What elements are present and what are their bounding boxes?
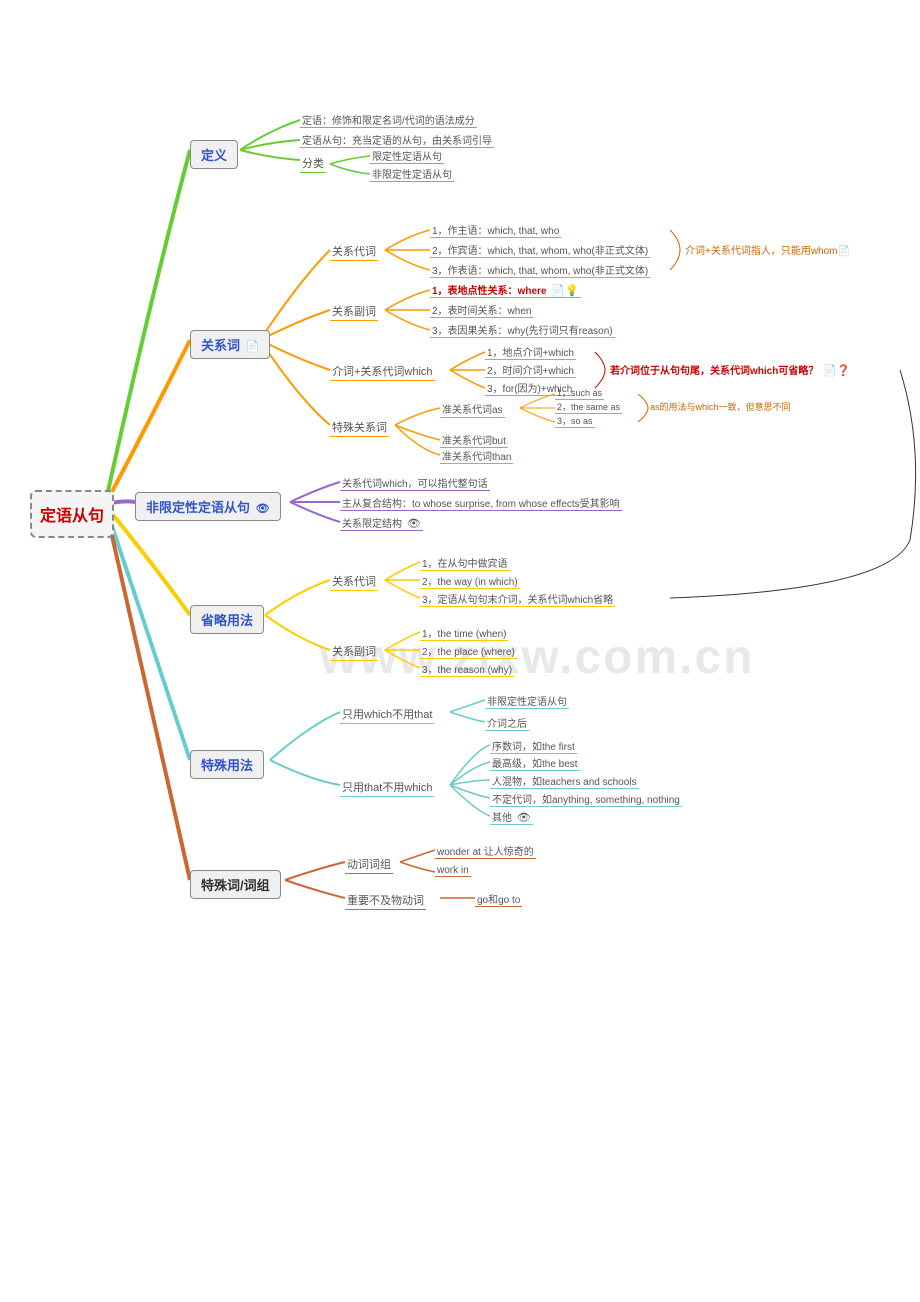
bulb-icon: 📄💡 xyxy=(551,284,578,297)
sub-which: 只用which不用that xyxy=(340,705,434,724)
leaf-关系副词-0: 1，表地点性关系：where 📄💡 xyxy=(430,282,581,298)
leaf-which-0: 非限定性定语从句 xyxy=(485,693,569,709)
sub-省略-副词: 关系副词 xyxy=(330,642,378,661)
leaf-that-3: 不定代词，如anything, something, nothing xyxy=(490,791,682,807)
leaf-省略代-1: 2，the way (in which) xyxy=(420,573,520,589)
leaf-关系副词-2: 3，表因果关系：why(先行词只有reason) xyxy=(430,322,615,338)
leaf-不及物-0: go和go to xyxy=(475,891,522,907)
leaf-关系副词-0-text: 1，表地点性关系：where xyxy=(432,286,546,297)
branch-关系词[interactable]: 关系词 📄 xyxy=(190,330,270,359)
sub-关系代词: 关系代词 xyxy=(330,242,378,261)
eye-icon: 👁 xyxy=(517,811,531,824)
leaf-动词-1: work in xyxy=(435,865,471,877)
sub-不及物: 重要不及物动词 xyxy=(345,891,426,910)
eye-icon: 👁 xyxy=(407,517,421,530)
leaf-that-2: 人混物，如teachers and schools xyxy=(490,773,639,789)
question-icon: 📄❓ xyxy=(823,364,850,377)
leaf-非限定-2: 关系限定结构 👁 xyxy=(340,515,423,531)
sub-关系副词: 关系副词 xyxy=(330,302,378,321)
doc-icon: 📄 xyxy=(246,340,260,353)
branch-非限定[interactable]: 非限定性定语从句 👁 xyxy=(135,492,281,521)
leaf-非限定-2-text: 关系限定结构 xyxy=(342,519,402,530)
annot-介词-text: 若介词位于从句句尾，关系代词which可省略？ xyxy=(610,366,818,377)
eye-icon: 👁 xyxy=(256,502,270,515)
sub-than: 准关系代词than xyxy=(440,448,513,464)
leaf-as-2: 3，so as xyxy=(555,414,595,428)
leaf-as-1: 2，the same as xyxy=(555,400,622,414)
leaf-定义-1: 定语从句：充当定语的从句，由关系词引导 xyxy=(300,132,494,148)
sub-特殊关系词: 特殊关系词 xyxy=(330,418,389,437)
leaf-关系代词-2: 3，作表语：which, that, whom, who(非正式文体) xyxy=(430,262,650,278)
annot-介词: 若介词位于从句句尾，关系代词which可省略？ 📄❓ xyxy=(610,362,851,377)
annot-as: as的用法与which一致，但意思不同 xyxy=(650,400,791,413)
leaf-动词-0: wonder at 让人惊奇的 xyxy=(435,843,536,859)
branch-关系词-label: 关系词 xyxy=(201,338,240,353)
leaf-省略代-2: 3，定语从句句末介词，关系代词which省略 xyxy=(420,591,615,607)
leaf-分类-1: 非限定性定语从句 xyxy=(370,166,454,182)
sub-动词词组: 动词词组 xyxy=(345,855,393,874)
leaf-介词-0: 1，地点介词+which xyxy=(485,344,576,360)
root-node[interactable]: 定语从句 xyxy=(30,490,114,538)
leaf-非限定-1: 主从复合结构：to whose surprise, from whose eff… xyxy=(340,495,622,511)
sub-定义-分类: 分类 xyxy=(300,154,326,173)
leaf-省略副-1: 2，the place (where) xyxy=(420,643,517,659)
leaf-分类-0: 限定性定语从句 xyxy=(370,148,444,164)
leaf-which-1: 介词之后 xyxy=(485,715,529,731)
leaf-关系代词-1: 2，作宾语：which, that, whom, who(非正式文体) xyxy=(430,242,650,258)
sub-介词which: 介词+关系代词which xyxy=(330,362,435,381)
leaf-关系代词-0: 1，作主语：which, that, who xyxy=(430,222,561,238)
annot-关系代词: 介词+关系代词指人，只能用whom📄 xyxy=(685,242,850,257)
leaf-that-1: 最高级，如the best xyxy=(490,755,580,771)
sub-省略-代词: 关系代词 xyxy=(330,572,378,591)
leaf-that-4: 其他 👁 xyxy=(490,809,533,825)
leaf-as-0: 1，such as xyxy=(555,386,604,400)
branch-特殊用法[interactable]: 特殊用法 xyxy=(190,750,264,779)
leaf-介词-1: 2，时间介词+which xyxy=(485,362,576,378)
leaf-定义-0: 定语：修饰和限定名词/代词的语法成分 xyxy=(300,112,477,128)
branch-特殊词[interactable]: 特殊词/词组 xyxy=(190,870,281,899)
leaf-省略副-2: 3，the reason (why) xyxy=(420,661,514,677)
sub-as: 准关系代词as xyxy=(440,400,505,418)
leaf-关系副词-1: 2，表时间关系：when xyxy=(430,302,533,318)
leaf-非限定-0: 关系代词which，可以指代整句话 xyxy=(340,475,490,491)
leaf-省略副-0: 1，the time (when) xyxy=(420,625,508,641)
leaf-省略代-0: 1，在从句中做宾语 xyxy=(420,555,510,571)
branch-非限定-label: 非限定性定语从句 xyxy=(146,500,250,515)
sub-but: 准关系代词but xyxy=(440,432,508,448)
branch-定义[interactable]: 定义 xyxy=(190,140,238,169)
leaf-that-0: 序数词，如the first xyxy=(490,738,577,754)
watermark: www.zixw.com.cn xyxy=(320,630,755,685)
branch-省略[interactable]: 省略用法 xyxy=(190,605,264,634)
sub-that: 只用that不用which xyxy=(340,778,434,797)
leaf-that-4-text: 其他 xyxy=(492,813,512,824)
